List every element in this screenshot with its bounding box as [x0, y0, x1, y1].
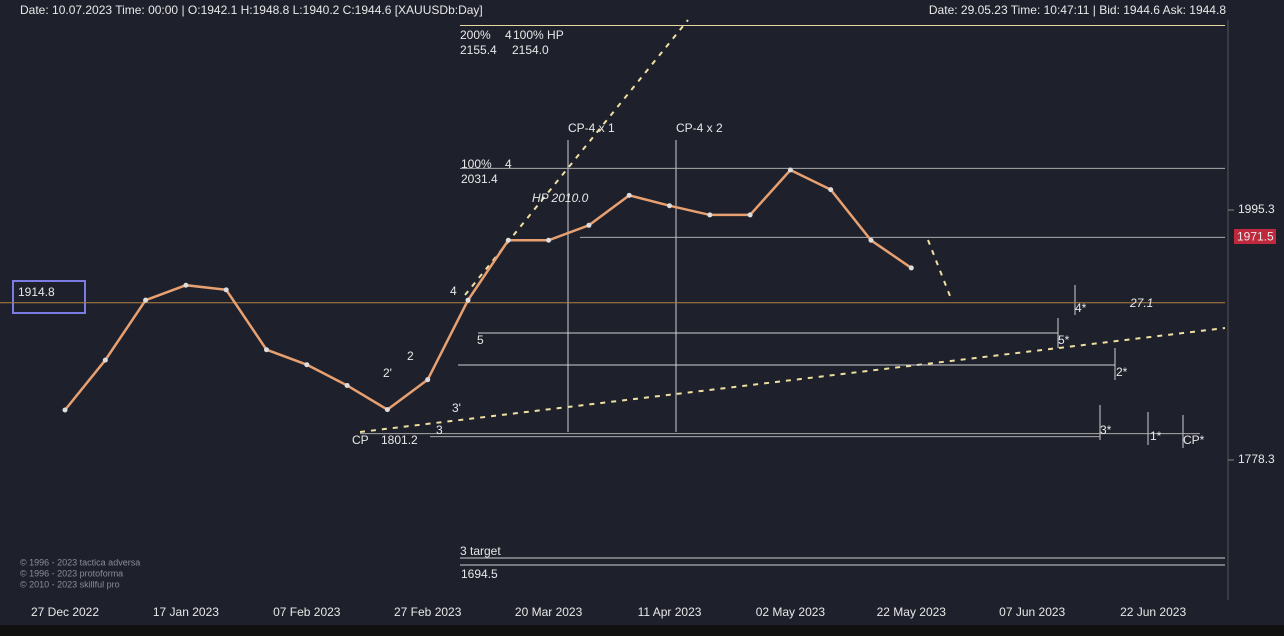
- annotation: 2': [383, 366, 392, 380]
- price-point: [626, 192, 632, 198]
- annotation: 2: [407, 349, 414, 363]
- annotation: 3: [436, 423, 443, 437]
- annotation: 5*: [1058, 333, 1070, 347]
- price-point: [304, 362, 310, 368]
- price-point: [787, 167, 793, 173]
- annotation: 4: [505, 157, 512, 171]
- annotation: CP-4 x 2: [676, 121, 723, 135]
- price-point: [707, 212, 713, 218]
- price-point: [586, 222, 592, 228]
- annotation: 200%: [460, 28, 491, 42]
- y-tick-label: 1778.3: [1238, 452, 1275, 466]
- price-line: [64, 168, 913, 412]
- x-tick-label: 02 May 2023: [756, 605, 826, 619]
- price-point: [102, 357, 108, 363]
- x-tick-label: 11 Apr 2023: [638, 605, 702, 619]
- price-point: [465, 297, 471, 303]
- annotation: 3 target: [460, 544, 501, 558]
- x-tick-label: 22 Jun 2023: [1120, 605, 1186, 619]
- annotation: 2031.4: [461, 172, 498, 186]
- annotation: 4: [505, 28, 512, 42]
- price-point: [505, 237, 511, 243]
- annotation: 1694.5: [461, 567, 498, 581]
- annotation: HP 2010.0: [532, 191, 589, 205]
- annotation: 4: [450, 284, 457, 298]
- level-box: [12, 280, 86, 314]
- y-tick-label: 1995.3: [1238, 202, 1275, 216]
- price-point: [747, 212, 753, 218]
- annotation: 5: [477, 333, 484, 347]
- price-point: [384, 407, 390, 413]
- price-point: [344, 382, 350, 388]
- x-tick-label: 07 Feb 2023: [273, 605, 341, 619]
- annotation: CP: [352, 433, 369, 447]
- price-point: [908, 265, 914, 271]
- price-point: [828, 187, 834, 193]
- annotation: CP*: [1183, 433, 1205, 447]
- x-tick-label: 22 May 2023: [877, 605, 947, 619]
- annotation: 100%: [461, 157, 492, 171]
- copyright: © 1996 - 2023 tactica adversa: [20, 557, 140, 567]
- price-point: [264, 347, 269, 353]
- price-marker: 1971.5: [1237, 230, 1274, 244]
- annotation: 100% HP: [513, 28, 564, 42]
- x-tick-label: 07 Jun 2023: [999, 605, 1065, 619]
- x-tick-label: 17 Jan 2023: [153, 605, 219, 619]
- price-point: [868, 237, 874, 243]
- price-point: [143, 297, 149, 303]
- copyright: © 2010 - 2023 skillful pro: [20, 579, 120, 589]
- x-tick-label: 20 Mar 2023: [515, 605, 583, 619]
- price-point: [546, 237, 552, 243]
- annotation: 3*: [1100, 423, 1112, 437]
- annotation: 2*: [1116, 365, 1128, 379]
- annotation: CP-4 x 1: [568, 121, 615, 135]
- price-point: [223, 287, 229, 293]
- price-point: [667, 203, 672, 209]
- annotation: 1914.8: [18, 285, 55, 299]
- price-point: [183, 282, 189, 288]
- annotation: 2154.0: [512, 43, 549, 57]
- x-tick-label: 27 Feb 2023: [394, 605, 462, 619]
- annotation: 4*: [1075, 301, 1087, 315]
- annotation: 27.1: [1129, 296, 1153, 310]
- header-right: Date: 29.05.23 Time: 10:47:11 | Bid: 194…: [929, 3, 1226, 17]
- annotation: 1*: [1150, 429, 1162, 443]
- annotation: 2155.4: [460, 43, 497, 57]
- annotation: 1801.2: [381, 433, 418, 447]
- bottom-bar: [0, 625, 1284, 636]
- copyright: © 1996 - 2023 protoforma: [20, 568, 123, 578]
- price-marker-box: [1234, 229, 1276, 244]
- price-point: [425, 377, 431, 383]
- trend-line: [359, 327, 1226, 433]
- annotation: 3': [452, 401, 461, 415]
- price-point: [62, 407, 68, 413]
- header-left: Date: 10.07.2023 Time: 00:00 | O:1942.1 …: [20, 3, 483, 17]
- x-tick-label: 27 Dec 2022: [31, 605, 99, 619]
